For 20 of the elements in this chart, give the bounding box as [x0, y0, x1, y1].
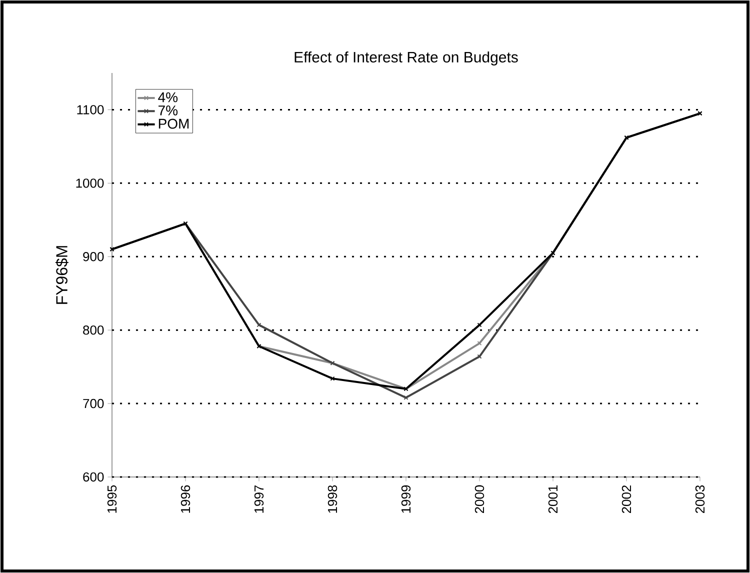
y-tick-label: 600 — [83, 472, 104, 482]
x-tick-label: 2000 — [474, 485, 484, 514]
y-tick-label: 1000 — [76, 178, 104, 188]
x-tick-label: 1999 — [401, 485, 411, 513]
y-axis-title: FY96$M — [55, 246, 68, 304]
y-tick-label: 800 — [83, 325, 104, 335]
x-tick-label: 1996 — [180, 485, 190, 513]
y-tick-label: 900 — [83, 252, 104, 262]
x-tick-label: 1998 — [328, 485, 338, 513]
legend-label: 4% — [158, 92, 178, 102]
legend-label: POM — [158, 118, 189, 129]
x-tick-label: 1995 — [107, 485, 117, 513]
x-tick-label: 1997 — [254, 485, 264, 513]
x-tick-label: 2003 — [695, 485, 705, 514]
legend-label: 7% — [158, 106, 178, 116]
x-tick-label: 2002 — [622, 485, 632, 514]
chart-title: Effect of Interest Rate on Budgets — [294, 51, 518, 66]
y-tick-label: 1100 — [77, 105, 104, 114]
x-tick-label: 2001 — [548, 485, 558, 514]
y-tick-label: 700 — [83, 398, 104, 408]
